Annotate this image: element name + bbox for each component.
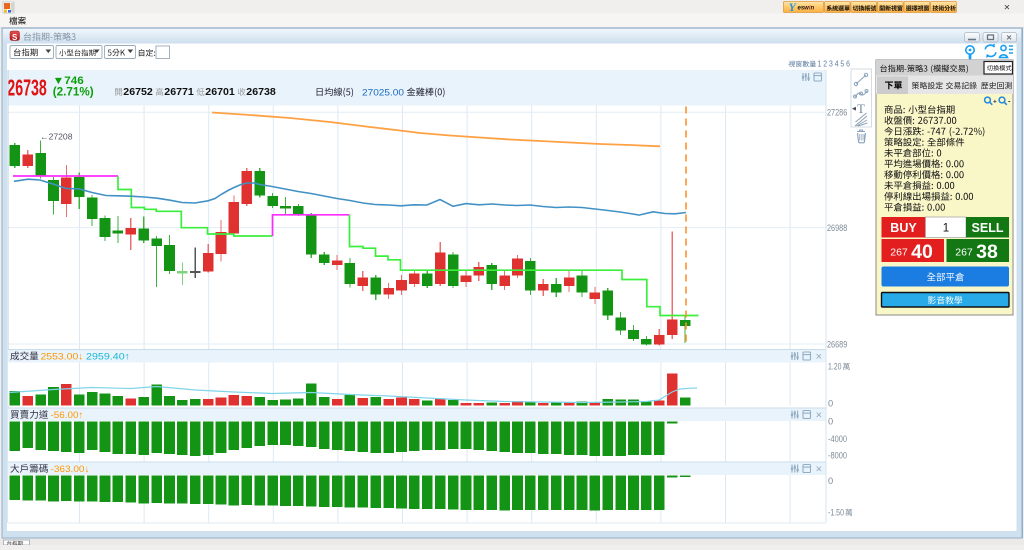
svg-text:-: - (1008, 97, 1011, 106)
svg-text:×: × (1004, 2, 1010, 14)
svg-text:1 2 3 4 5 6: 1 2 3 4 5 6 (818, 59, 851, 69)
svg-text:27025.00: 27025.00 (362, 87, 404, 98)
svg-text:-8000: -8000 (828, 451, 847, 461)
svg-text:▼746: ▼746 (53, 75, 84, 87)
svg-text:-1.50: -1.50 (828, 508, 844, 518)
svg-text:S: S (12, 33, 18, 42)
svg-text:27286: 27286 (827, 108, 847, 118)
svg-text:(2.71%): (2.71%) (53, 85, 94, 99)
svg-text:×: × (816, 351, 822, 363)
svg-text:267: 267 (890, 247, 908, 259)
svg-text:×: × (816, 410, 822, 422)
svg-text:SELL: SELL (972, 221, 1004, 235)
svg-text:38: 38 (976, 241, 998, 263)
svg-text:×: × (816, 464, 822, 476)
svg-text:←27208: ←27208 (40, 132, 73, 142)
svg-text:26689: 26689 (827, 339, 847, 349)
svg-text:0: 0 (828, 399, 833, 409)
svg-text:26738: 26738 (246, 86, 276, 98)
svg-text:+: + (993, 99, 997, 106)
svg-text:40: 40 (911, 241, 933, 263)
svg-text:26738: 26738 (7, 74, 47, 100)
svg-text:0: 0 (828, 417, 833, 427)
svg-text:BUY: BUY (890, 221, 917, 235)
svg-text:26771: 26771 (164, 86, 194, 98)
svg-text:◄: ◄ (851, 106, 857, 113)
svg-text:0: 0 (828, 476, 833, 486)
svg-text:eswin: eswin (798, 5, 815, 11)
svg-text:Y: Y (789, 0, 798, 14)
svg-text:2553.00↓: 2553.00↓ (41, 352, 84, 363)
svg-text:2959.40↑: 2959.40↑ (86, 352, 130, 363)
svg-text:1.20: 1.20 (828, 362, 842, 372)
svg-text:-56.00↑: -56.00↑ (51, 410, 84, 421)
svg-text:26752: 26752 (123, 86, 153, 98)
svg-text:267: 267 (955, 247, 973, 259)
svg-text:1: 1 (943, 223, 949, 235)
svg-text:-363.00↓: -363.00↓ (51, 464, 90, 475)
svg-text:26701: 26701 (205, 86, 235, 98)
svg-text:×: × (1006, 33, 1012, 44)
svg-text:-4000: -4000 (828, 434, 847, 444)
svg-text:T: T (857, 102, 865, 116)
svg-text:26988: 26988 (827, 223, 847, 233)
